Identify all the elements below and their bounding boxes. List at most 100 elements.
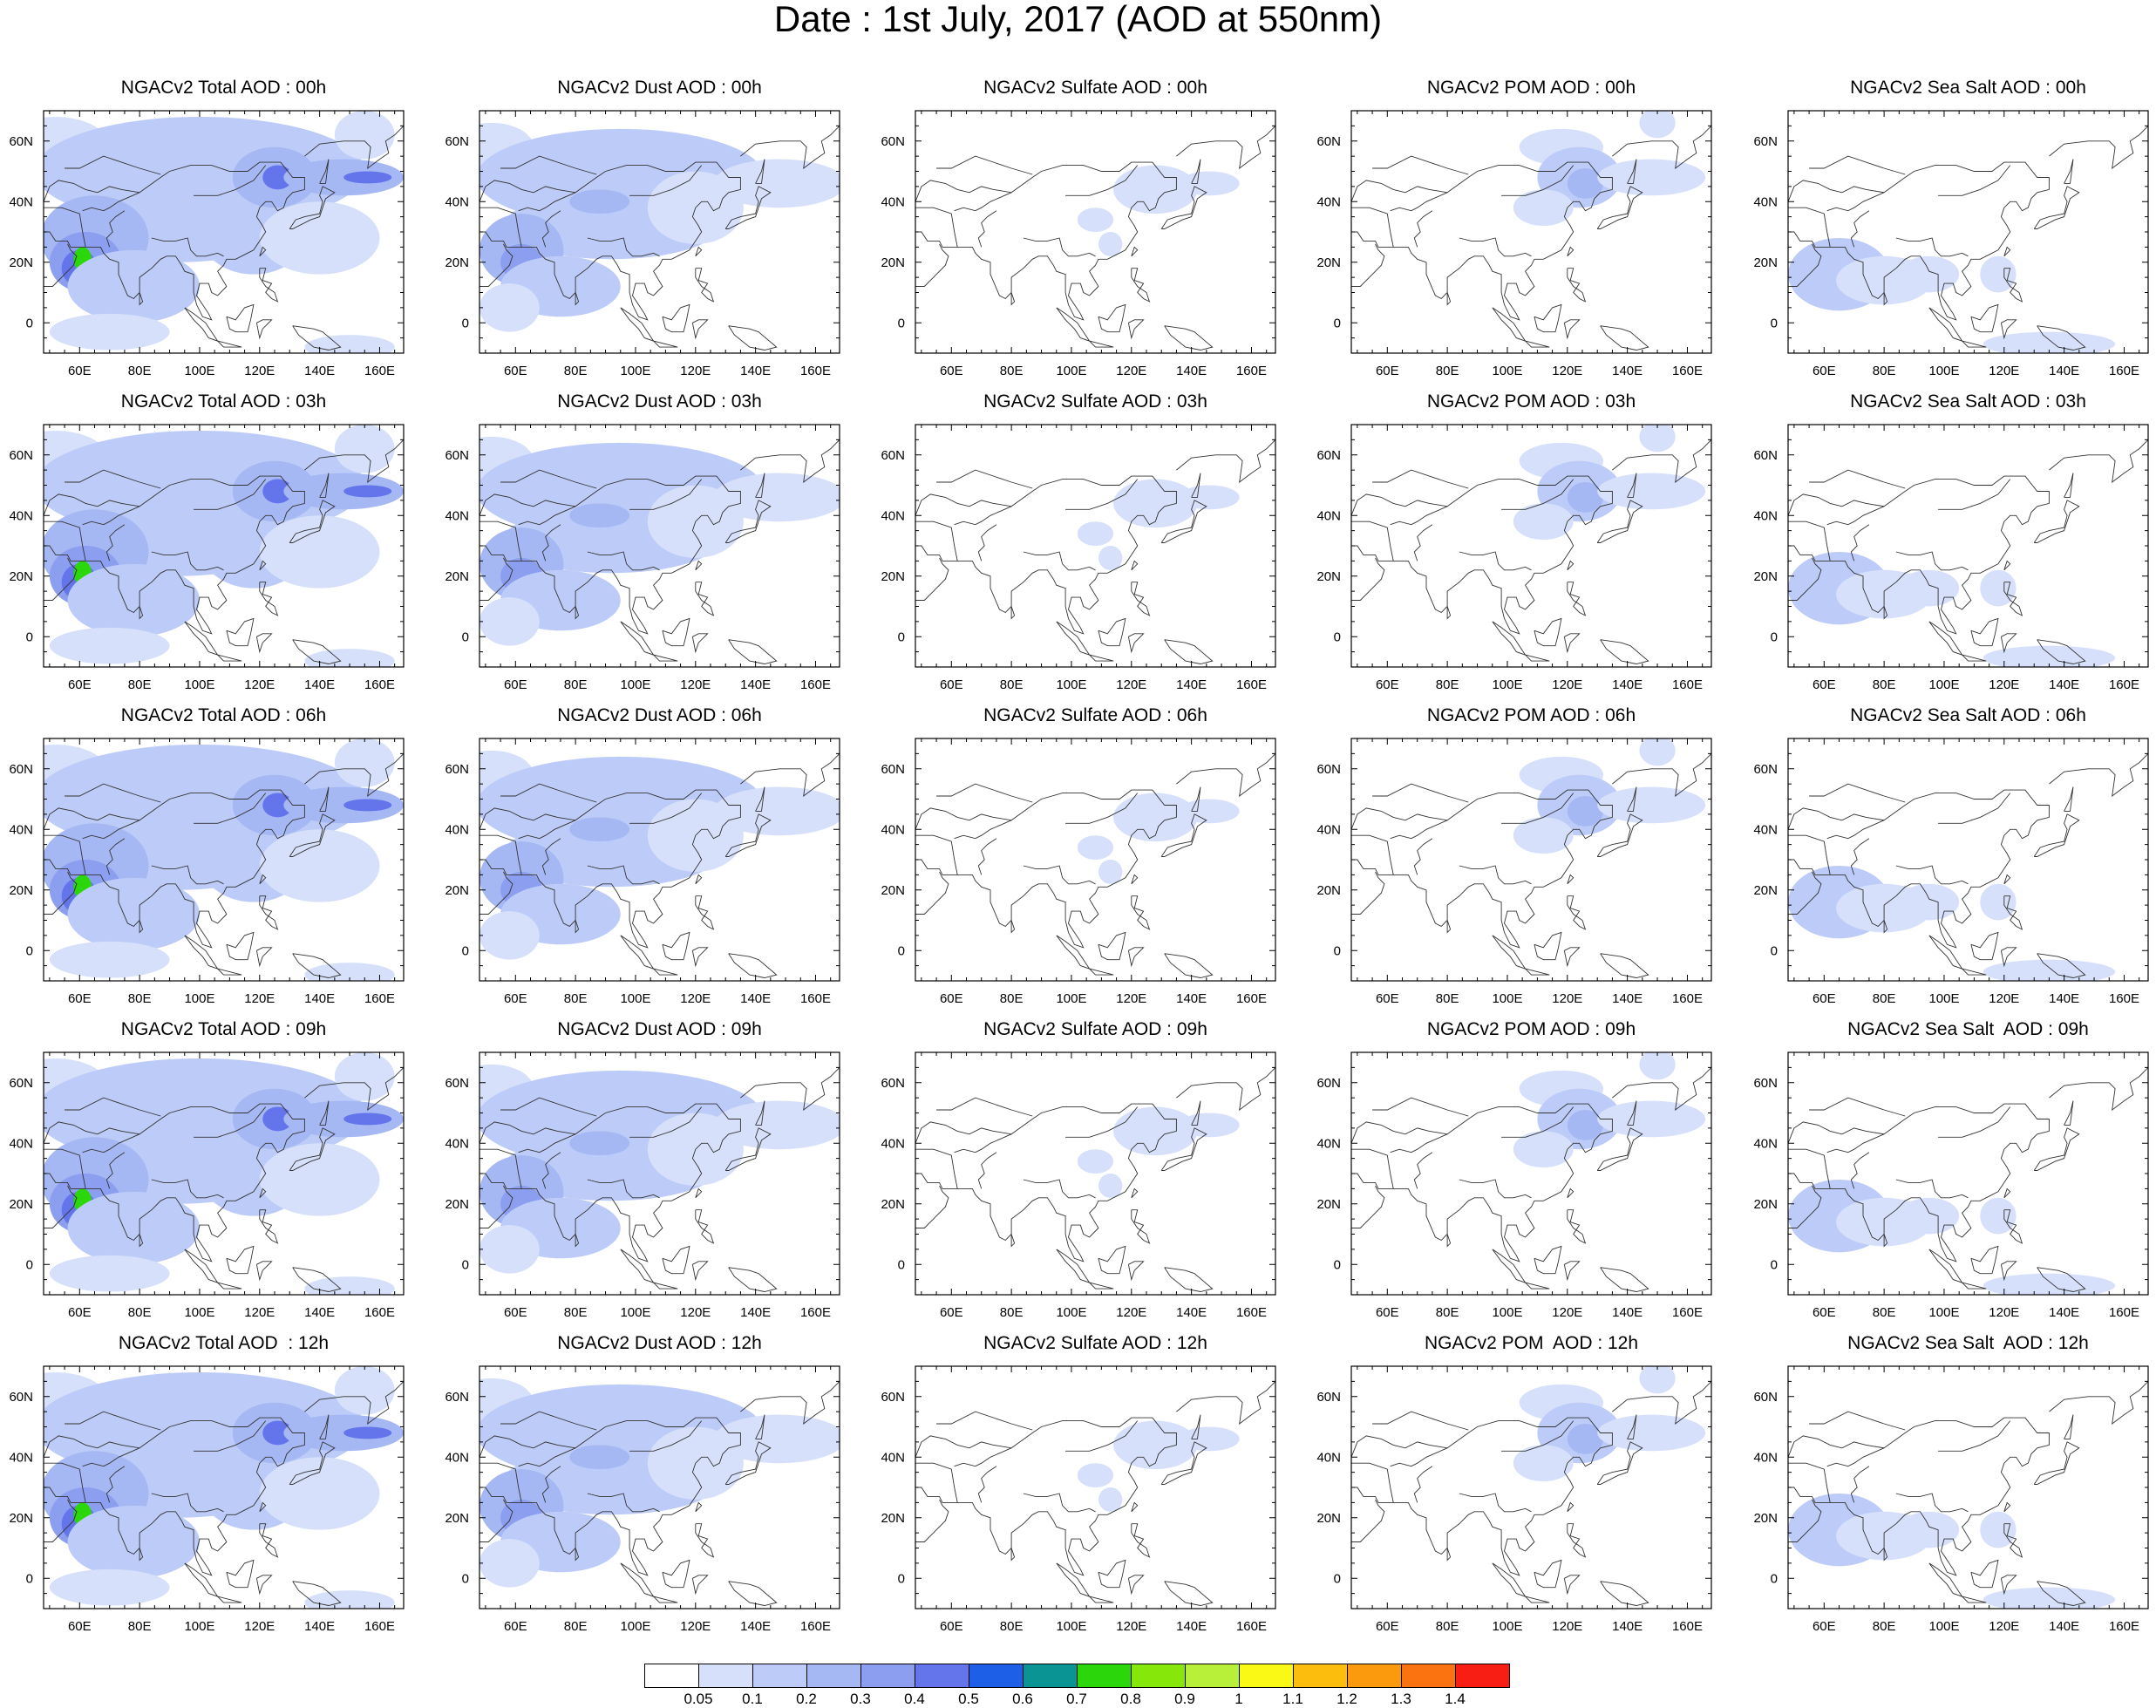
colorbar-label: 0.6 (1012, 1691, 1033, 1707)
panel-title: NGACv2 Sulfate AOD : 09h (983, 1019, 1207, 1039)
y-tick-label: 20N (9, 569, 33, 584)
x-tick-label: 120E (680, 677, 711, 692)
coastline (1351, 521, 1394, 561)
coastline (1938, 479, 2011, 510)
coastline (915, 243, 949, 287)
aod-blob (1597, 786, 1706, 824)
coastline (728, 1581, 778, 1606)
aod-blob (1597, 159, 1706, 196)
y-tick-label: 40N (1316, 1136, 1341, 1151)
aod-field (479, 1064, 840, 1274)
coastline (1413, 524, 1433, 561)
coastline (1056, 307, 1091, 342)
y-tick-label: 0 (898, 316, 905, 330)
panel-title: NGACv2 Total AOD : 06h (120, 705, 327, 725)
coastline (139, 292, 144, 306)
coastline (1534, 303, 1562, 333)
coastline (695, 1209, 715, 1244)
x-tick-label: 120E (1552, 991, 1582, 1006)
coastline (319, 1414, 330, 1439)
x-tick-label: 60E (1376, 1305, 1399, 1320)
y-tick-label: 0 (26, 1571, 33, 1586)
colorbar-label: 0.7 (1066, 1691, 1087, 1707)
y-tick-label: 40N (445, 822, 469, 837)
coastline (1372, 155, 1469, 175)
x-tick-label: 80E (1873, 1305, 1896, 1320)
coastline (1563, 319, 1581, 340)
coastline (1390, 820, 1448, 840)
y-tick-label: 0 (1334, 316, 1341, 330)
coastline (1788, 161, 2050, 321)
x-tick-label: 80E (1000, 364, 1024, 378)
y-tick-label: 20N (881, 1511, 905, 1526)
x-tick-label: 100E (1056, 1305, 1086, 1320)
coastline (755, 1414, 765, 1439)
coastline (194, 479, 267, 510)
x-tick-label: 100E (1928, 677, 1959, 692)
x-tick-label: 60E (1376, 677, 1399, 692)
coastline (1596, 1441, 1643, 1485)
coastline (1351, 1185, 1385, 1228)
coastline (1372, 1097, 1469, 1117)
coastline (319, 473, 330, 498)
aod-blob (1513, 1445, 1574, 1482)
coastline (289, 813, 336, 857)
coastline (226, 617, 255, 647)
coastline (1023, 551, 1096, 571)
aod-blob (1899, 1511, 1960, 1548)
coastline (1160, 500, 1207, 543)
coastline (1928, 621, 1963, 656)
coastline (2003, 895, 2023, 930)
x-tick-label: 140E (1176, 677, 1207, 692)
coastline (1809, 1411, 1906, 1431)
coastline (1501, 479, 1574, 510)
x-tick-label: 80E (564, 1619, 588, 1634)
aod-blob (259, 1457, 380, 1530)
colorbar-box (1455, 1664, 1510, 1688)
x-tick-label: 80E (128, 677, 152, 692)
coastline (1534, 1245, 1562, 1275)
aod-blob (569, 1445, 630, 1470)
coastline (1612, 1067, 1711, 1112)
x-tick-label: 160E (1236, 991, 1267, 1006)
x-tick-label: 100E (184, 677, 214, 692)
y-tick-label: 40N (881, 1450, 905, 1465)
x-tick-label: 160E (800, 364, 831, 378)
aod-blob (262, 479, 293, 504)
aod-blob (304, 1590, 395, 1609)
y-tick-label: 40N (9, 822, 33, 837)
coastline (44, 557, 78, 601)
coastline (724, 186, 772, 229)
coastline (1176, 753, 1275, 798)
coastline (936, 155, 1033, 175)
coastline (1065, 165, 1139, 196)
x-tick-label: 100E (1928, 1305, 1959, 1320)
y-tick-label: 0 (898, 1257, 905, 1272)
y-tick-label: 60N (881, 1076, 905, 1091)
coastlines (479, 1381, 840, 1606)
coastline (1612, 126, 1711, 170)
x-tick-label: 100E (620, 991, 650, 1006)
map-plot: 60E 80E 100E 120E 140E 160E 0 20N 40N 60N (881, 738, 1276, 1006)
coastline (259, 1209, 279, 1244)
map-plot: 60E 80E 100E 120E 140E 160E 0 20N 40N 60N (1753, 1051, 2149, 1320)
coastline (304, 753, 404, 798)
map-panel-total-4: NGACv2 Total AOD : 12h 60E 80E 100E 120E 140E… (0, 1333, 421, 1645)
coastline (1938, 793, 2011, 824)
x-tick-label: 120E (1552, 677, 1582, 692)
aod-blob (1098, 860, 1123, 884)
map-panel-seasalt-1: NGACv2 Sea Salt AOD : 03h 60E 80E 100E 120E 1… (1736, 391, 2156, 704)
coastline (755, 473, 765, 498)
aod-blob (1597, 1100, 1706, 1138)
x-tick-label: 60E (1813, 1305, 1836, 1320)
x-tick-label: 140E (2049, 1619, 2079, 1634)
coastline (1928, 307, 1963, 342)
coastline (184, 1249, 219, 1283)
coastline (915, 1185, 949, 1228)
coastline (1928, 1562, 1963, 1597)
colorbar-box (915, 1664, 969, 1688)
x-tick-label: 120E (1116, 364, 1146, 378)
coastline (1390, 506, 1448, 526)
coastline (915, 557, 949, 601)
coastline (1446, 1234, 1452, 1248)
